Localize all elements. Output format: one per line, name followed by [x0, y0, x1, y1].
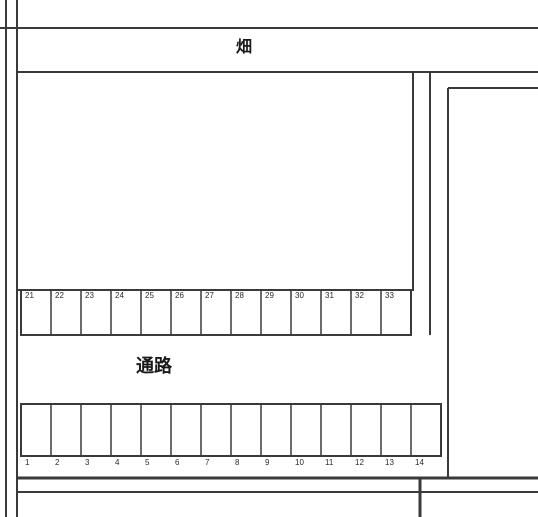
parking-number: 26: [175, 291, 184, 300]
parking-number: 24: [115, 291, 124, 300]
parking-number: 27: [205, 291, 214, 300]
parking-number: 6: [175, 458, 180, 467]
label-top: 畑: [236, 38, 252, 56]
parking-number: 3: [85, 458, 90, 467]
parking-number: 22: [55, 291, 64, 300]
parking-number: 11: [325, 458, 334, 467]
parking-number: 25: [145, 291, 154, 300]
parking-number: 30: [295, 291, 304, 300]
parking-number: 29: [265, 291, 274, 300]
parking-number: 10: [295, 458, 304, 467]
label-middle: 通路: [136, 355, 173, 376]
parking-number: 2: [55, 458, 60, 467]
parking-number: 23: [85, 291, 94, 300]
parking-number: 14: [415, 458, 424, 467]
parking-number: 31: [325, 291, 334, 300]
parking-number: 5: [145, 458, 150, 467]
parking-number: 12: [355, 458, 364, 467]
parking-number: 21: [25, 291, 34, 300]
parking-number: 13: [385, 458, 394, 467]
parking-number: 8: [235, 458, 240, 467]
parking-number: 1: [25, 458, 30, 467]
parking-number: 33: [385, 291, 394, 300]
parking-number: 4: [115, 458, 120, 467]
parking-number: 28: [235, 291, 244, 300]
parking-number: 7: [205, 458, 210, 467]
parking-number: 32: [355, 291, 364, 300]
parking-number: 9: [265, 458, 270, 467]
